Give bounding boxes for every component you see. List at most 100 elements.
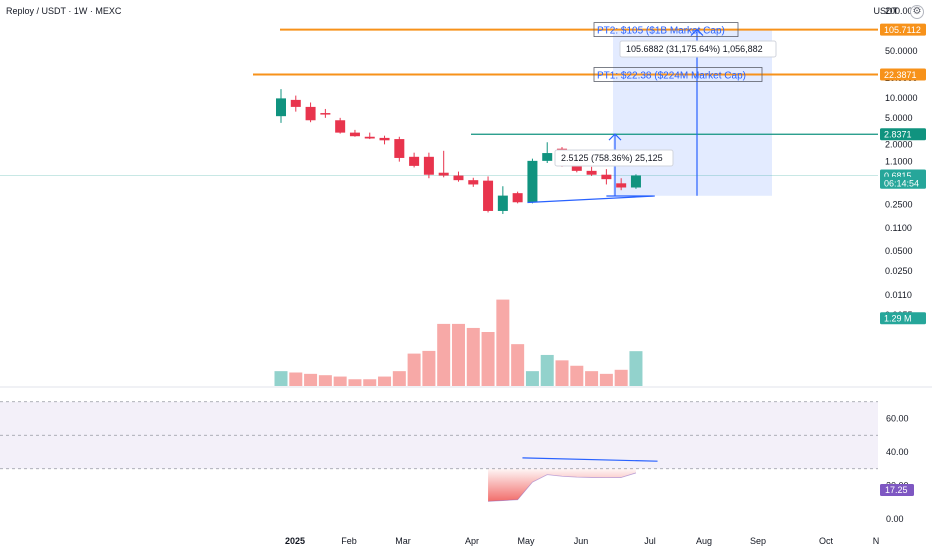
rsi-line bbox=[488, 472, 637, 502]
arrowhead bbox=[690, 28, 704, 36]
y-tick-label: 0.0250 bbox=[885, 266, 913, 276]
candle-body bbox=[438, 172, 449, 176]
measure-label: 105.6882 (31,175.64%) 1,056,882 bbox=[626, 44, 763, 54]
arrowhead bbox=[608, 133, 622, 141]
volume-bar bbox=[555, 360, 569, 386]
y-tick-label: 0.0500 bbox=[885, 246, 913, 256]
volume-bar bbox=[525, 371, 539, 386]
rsi-tick-label: 0.00 bbox=[886, 514, 904, 524]
volume-bar bbox=[348, 379, 362, 386]
price-label-bg bbox=[880, 176, 926, 189]
volume-bar bbox=[378, 376, 392, 386]
x-axis-label: Mar bbox=[395, 536, 411, 546]
candle-body bbox=[276, 98, 286, 117]
x-axis-label: Apr bbox=[465, 536, 479, 546]
x-axis-label: Jul bbox=[644, 536, 656, 546]
y-tick-label: 0.1100 bbox=[885, 223, 912, 233]
price-label-bg bbox=[880, 23, 926, 36]
price-label-bg bbox=[880, 128, 926, 141]
price-label: 1.29 M bbox=[884, 314, 912, 324]
volume-bar bbox=[422, 350, 436, 386]
candle-body bbox=[497, 195, 508, 211]
candle-body bbox=[571, 162, 582, 171]
candle-body bbox=[423, 156, 434, 175]
y-tick-label: 10.0000 bbox=[885, 93, 918, 103]
measure-label-box bbox=[619, 40, 777, 58]
x-axis-label: May bbox=[517, 536, 535, 546]
volume-bar bbox=[289, 372, 303, 386]
x-axis-label: 2025 bbox=[285, 536, 305, 546]
rsi-value-label: 17.25 bbox=[885, 485, 908, 495]
y-tick-label: 0.2500 bbox=[885, 199, 913, 209]
candle-body bbox=[586, 170, 597, 175]
gear-icon[interactable]: ⚙ bbox=[910, 5, 924, 19]
x-axis-label: Jun bbox=[574, 536, 589, 546]
price-label: 22.3871 bbox=[884, 70, 917, 80]
candle-body bbox=[364, 136, 375, 139]
candle-body bbox=[320, 113, 331, 115]
y-tick-label: 2.0000 bbox=[885, 139, 913, 149]
volume-bar bbox=[437, 323, 451, 386]
candle-body bbox=[483, 180, 494, 211]
volume-bar bbox=[614, 369, 628, 386]
price-label: 06:14:54 bbox=[884, 178, 919, 188]
candle-body bbox=[305, 106, 316, 121]
candle-body bbox=[468, 180, 479, 185]
volume-bar bbox=[363, 379, 377, 386]
rsi-value-bg bbox=[880, 484, 914, 496]
pt-label: PT1: $22.38 ($224M Market Cap) bbox=[597, 70, 746, 81]
volume-bar bbox=[496, 299, 510, 386]
volume-bar bbox=[304, 373, 318, 386]
price-label: 2.8371 bbox=[884, 130, 912, 140]
measure-label: 2.5125 (758.36%) 25,125 bbox=[561, 153, 663, 163]
candle-body bbox=[394, 139, 405, 158]
currency-unit: USDT bbox=[873, 6, 899, 16]
volume-bar bbox=[318, 375, 332, 386]
x-axis-label: Aug bbox=[696, 536, 712, 546]
volume-bar bbox=[629, 351, 643, 386]
volume-bar bbox=[540, 354, 554, 386]
price-label-bg bbox=[880, 312, 926, 325]
price-label: 0.6815 bbox=[884, 171, 912, 181]
pt-label: PT2: $105 ($1B Market Cap) bbox=[597, 26, 725, 37]
volume-bar bbox=[466, 327, 480, 386]
x-axis-label: Sep bbox=[750, 536, 766, 546]
candle-body bbox=[601, 174, 612, 180]
rsi-tick-label: 60.00 bbox=[886, 414, 909, 424]
price-label-bg bbox=[880, 68, 926, 81]
rsi-trendline bbox=[522, 457, 658, 462]
rsi-tick-label: 40.00 bbox=[886, 447, 909, 457]
candle-body bbox=[349, 132, 360, 137]
volume-bar bbox=[333, 376, 347, 386]
volume-bar bbox=[599, 373, 613, 386]
candle-body bbox=[453, 175, 464, 181]
rsi-oversold-fill bbox=[488, 468, 636, 502]
volume-bar bbox=[451, 323, 465, 386]
volume-bar bbox=[392, 371, 406, 386]
y-tick-label: 1.1000 bbox=[885, 157, 913, 167]
volume-bar bbox=[481, 332, 495, 386]
y-tick-label: 5.0000 bbox=[885, 113, 913, 123]
candle-body bbox=[630, 175, 641, 188]
volume-bar bbox=[570, 365, 584, 386]
price-label: 105.7112 bbox=[884, 25, 921, 35]
candle-body bbox=[409, 156, 420, 166]
x-axis-label: Oct bbox=[819, 536, 834, 546]
candle-body bbox=[527, 160, 538, 203]
y-tick-label: 50.0000 bbox=[885, 46, 918, 56]
measure-label-box bbox=[554, 149, 674, 167]
volume-bar bbox=[585, 371, 599, 386]
support-trendline bbox=[527, 195, 655, 204]
candle-body bbox=[542, 153, 553, 161]
y-tick-label: 0.0110 bbox=[885, 290, 912, 300]
candle-body bbox=[290, 99, 301, 107]
pt-label-box bbox=[593, 22, 739, 37]
symbol-title: Reploy / USDT · 1W · MEXC bbox=[6, 6, 122, 16]
pt-label-box bbox=[593, 67, 763, 82]
candle-body bbox=[335, 120, 346, 133]
volume-bar bbox=[407, 353, 421, 386]
volume-bar bbox=[274, 371, 288, 386]
y-tick-label: 200.0000 bbox=[885, 6, 923, 16]
